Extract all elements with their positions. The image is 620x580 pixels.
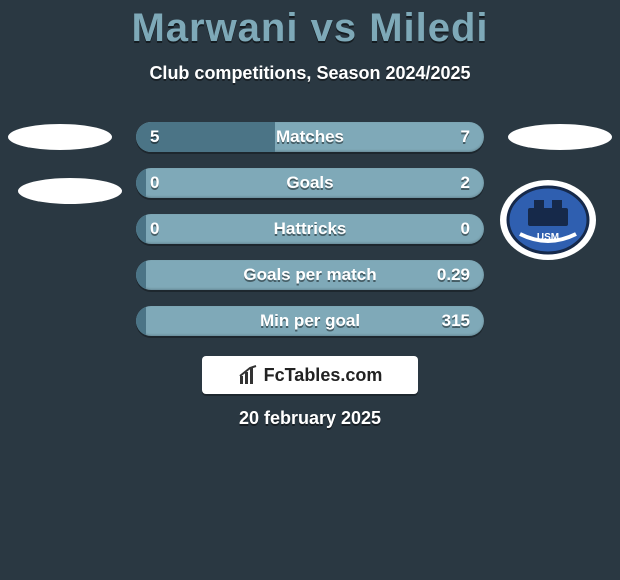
bar-value-right: 315	[442, 311, 470, 331]
bar-fill	[136, 214, 146, 244]
team-left-logo-2	[18, 178, 122, 204]
bar-value-left: 0	[150, 173, 159, 193]
brand-box[interactable]: FcTables.com	[202, 356, 418, 394]
bar-mpg: Min per goal 315	[136, 306, 484, 336]
team-left-logo-1	[8, 124, 112, 150]
bar-fill	[136, 260, 146, 290]
shield-icon: USM	[498, 178, 598, 262]
date-text: 20 february 2025	[239, 408, 381, 429]
bar-goals: 0 Goals 2	[136, 168, 484, 198]
page-subtitle: Club competitions, Season 2024/2025	[0, 63, 620, 84]
bar-matches: 5 Matches 7	[136, 122, 484, 152]
bar-value-right: 0.29	[437, 265, 470, 285]
bar-value-left: 5	[150, 127, 159, 147]
bar-label: Goals	[286, 173, 333, 193]
svg-text:USM: USM	[537, 232, 559, 243]
bar-gpm: Goals per match 0.29	[136, 260, 484, 290]
page-title: Marwani vs Miledi	[0, 0, 620, 51]
bar-label: Matches	[276, 127, 344, 147]
bar-hattricks: 0 Hattricks 0	[136, 214, 484, 244]
chart-icon	[238, 364, 260, 386]
team-right-badge: USM	[498, 178, 598, 262]
brand-text: FcTables.com	[264, 365, 383, 386]
bar-label: Min per goal	[260, 311, 360, 331]
bar-value-right: 7	[461, 127, 470, 147]
bar-value-right: 0	[461, 219, 470, 239]
team-right-logo-1	[508, 124, 612, 150]
stats-bars: 5 Matches 7 0 Goals 2 0 Hattricks 0 Goal…	[136, 122, 484, 352]
bar-label: Goals per match	[243, 265, 376, 285]
bar-label: Hattricks	[274, 219, 347, 239]
bar-value-left: 0	[150, 219, 159, 239]
bar-value-right: 2	[461, 173, 470, 193]
bar-fill	[136, 306, 146, 336]
bar-fill	[136, 168, 146, 198]
